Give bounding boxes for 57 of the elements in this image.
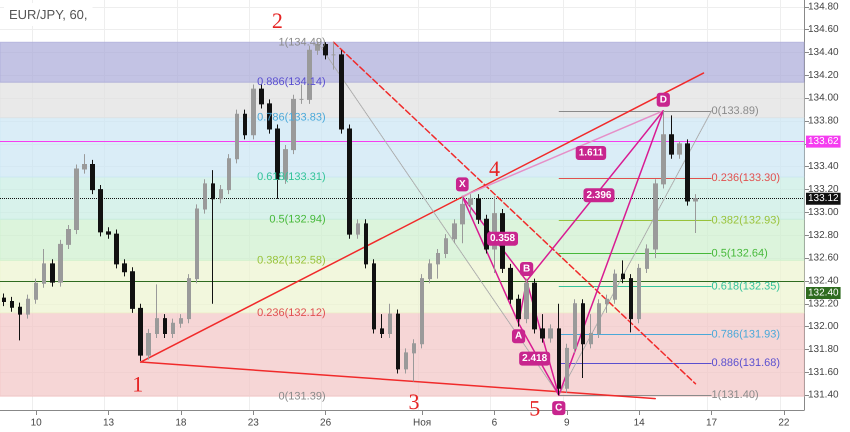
y-tick-label: 132.60 <box>808 252 840 264</box>
annotation: 2.418 <box>522 353 548 364</box>
annotation: 0.382(132.93) <box>712 214 780 226</box>
annotation: 0.236(133.30) <box>712 172 780 184</box>
annotation: D <box>660 94 667 106</box>
annotation: 1.611 <box>578 148 604 159</box>
y-tick-label: 134.40 <box>808 47 840 58</box>
x-tick-label: 9 <box>564 418 570 428</box>
x-tick-label: 10 <box>30 418 42 428</box>
y-tick-label: 133.40 <box>808 161 840 172</box>
y-tick-label: 134.00 <box>808 92 840 104</box>
y-tick-label: 132.80 <box>808 230 840 241</box>
annotation: 2 <box>272 8 283 33</box>
x-tick-label: 26 <box>320 418 332 428</box>
annotation: C <box>555 402 562 414</box>
y-tick-label: 131.40 <box>808 390 840 401</box>
y-tick-label: 133.00 <box>808 206 840 218</box>
ref-line-label: 133.12 <box>808 193 840 204</box>
y-tick-label: 134.60 <box>808 24 840 36</box>
y-tick-label: 132.00 <box>808 321 840 332</box>
annotation: 2.396 <box>586 190 612 201</box>
annotation: 0(131.39) <box>278 390 326 402</box>
y-tick-label: 133.20 <box>808 184 840 196</box>
y-tick-label: 131.60 <box>808 366 840 378</box>
text: EUR/JPY, 60, <box>9 7 88 22</box>
annotation: B <box>523 263 530 274</box>
annotation: 1(131.40) <box>712 389 759 402</box>
annotation: 5 <box>529 396 540 421</box>
annotation: 0.5(132.64) <box>712 248 768 260</box>
x-tick-label: 6 <box>492 418 498 428</box>
annotation: A <box>514 330 522 342</box>
x-tick-label: 14 <box>634 418 646 428</box>
x-tick-label: 17 <box>706 418 718 428</box>
annotation: 0.886(131.68) <box>712 357 780 370</box>
annotation: 0(133.89) <box>712 104 759 117</box>
annotation: 0.618(132.35) <box>712 280 780 293</box>
x-tick-label: 18 <box>175 418 187 428</box>
annotation: 0.382(132.58) <box>257 254 326 266</box>
annotation: 0.236(132.12) <box>257 306 326 319</box>
y-tick-label: 133.80 <box>808 116 840 127</box>
ref-line-label: 133.62 <box>808 136 840 148</box>
annotation: 0.358 <box>490 233 516 244</box>
y-tick-label: 134.20 <box>808 70 840 81</box>
x-tick-label: Ноя <box>413 418 432 428</box>
y-tick-label: 132.20 <box>808 298 840 310</box>
annotation: 4 <box>488 156 500 181</box>
annotation: 1 <box>132 372 144 397</box>
y-tick-label: 131.80 <box>808 344 840 355</box>
y-tick-label: 132.40 <box>808 275 840 286</box>
annotation: 0.786(131.93) <box>712 328 780 341</box>
x-tick-label: 23 <box>248 418 260 428</box>
x-tick-label: 13 <box>102 418 115 428</box>
annotation: 3 <box>408 388 420 414</box>
annotation: X <box>458 178 466 190</box>
y-tick-label: 134.80 <box>808 1 840 12</box>
annotation: 0.5(132.94) <box>269 213 326 226</box>
x-tick-label: 22 <box>778 418 790 428</box>
